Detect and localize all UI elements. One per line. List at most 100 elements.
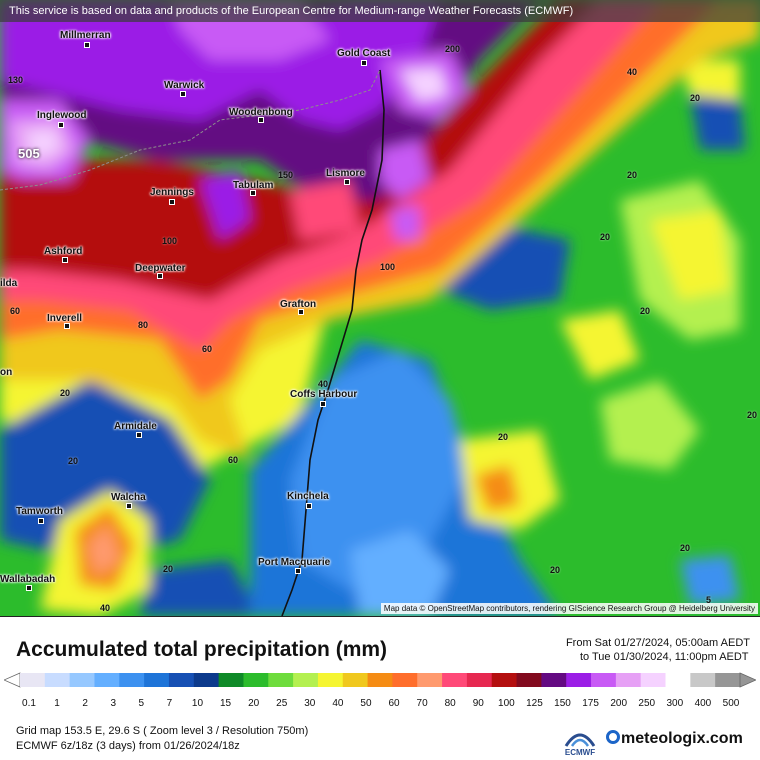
city-marker [169, 199, 175, 205]
city-label: Tabulam [233, 180, 274, 191]
legend-swatch [615, 673, 642, 687]
city-marker [64, 323, 70, 329]
legend-swatch [466, 673, 493, 687]
legend-label: 15 [219, 698, 232, 709]
city-marker [136, 432, 142, 438]
contour-label: 60 [202, 344, 213, 354]
city-label: ilda [0, 278, 18, 289]
city-label: Warwick [164, 80, 205, 91]
legend-swatch [392, 673, 418, 687]
city-label: Inglewood [37, 110, 87, 121]
grid-info-line1: Grid map 153.5 E, 29.6 S ( Zoom level 3 … [16, 725, 309, 737]
legend-label: 25 [276, 698, 288, 709]
legend-swatch [367, 673, 393, 687]
city-marker [26, 585, 32, 591]
city-label: Jennings [150, 187, 194, 198]
time-range-to: to Tue 01/30/2024, 11:00pm AEDT [579, 651, 749, 663]
contour-label: 100 [162, 236, 178, 246]
contour-label: 20 [163, 564, 174, 574]
legend-label: 40 [332, 698, 344, 709]
legend-swatch [442, 673, 468, 687]
city-label: Gold Coast [337, 48, 391, 59]
legend-swatch [144, 673, 170, 687]
meteologix-logo[interactable]: meteologix.com [606, 730, 743, 748]
legend-labels: 0.1 1 2 3 5 7 10 15 20 25 30 40 50 60 70 80 90 100 125 150 1… [0, 698, 760, 710]
legend-swatch [715, 673, 741, 687]
legend-swatch [417, 673, 443, 687]
city-marker [361, 60, 367, 66]
city-label: Woodenbong [229, 107, 293, 118]
legend-swatch [168, 673, 195, 687]
contour-label: 80 [138, 320, 149, 330]
legend-label: 70 [416, 698, 428, 709]
city-marker [295, 568, 301, 574]
city-label: Port Macquarie [258, 557, 331, 568]
contour-label: 20 [627, 170, 638, 180]
legend-label: 100 [498, 698, 515, 709]
city-marker [258, 117, 264, 123]
chart-title: Accumulated total precipitation (mm) [16, 638, 388, 661]
legend-swatch [44, 673, 71, 687]
legend-label: 5 [138, 698, 145, 709]
city-marker [84, 42, 90, 48]
legend-label: 2 [82, 698, 88, 709]
contour-label: 20 [550, 565, 561, 575]
legend-label: 0.1 [22, 698, 36, 709]
legend-swatch [293, 673, 319, 687]
contour-label: 20 [690, 93, 701, 103]
city-marker [344, 179, 350, 185]
legend-label: 125 [526, 698, 543, 709]
legend-swatch [218, 673, 244, 687]
ecmwf-logo[interactable]: ECMWF [560, 728, 600, 760]
contour-label: 20 [60, 388, 71, 398]
contour-label: 60 [10, 306, 21, 316]
contour-label: 20 [498, 432, 509, 442]
city-label: Armidale [114, 421, 157, 432]
grid-info: Grid map 153.5 E, 29.6 S ( Zoom level 3 … [16, 724, 308, 754]
contour-label: 40 [100, 603, 111, 613]
contour-label: 5 [706, 595, 712, 605]
legend-label: 150 [554, 698, 571, 709]
contour-label: 20 [68, 456, 79, 466]
legend-swatch [268, 673, 294, 687]
city-marker [306, 503, 312, 509]
city-label: Grafton [280, 299, 317, 310]
city-marker [320, 401, 326, 407]
legend-swatch [342, 673, 369, 687]
contour-label: 130 [8, 75, 24, 85]
legend-label: 400 [694, 698, 712, 709]
city-marker [157, 273, 163, 279]
legend-swatch [317, 673, 344, 687]
contour-label: 20 [640, 306, 651, 316]
contour-label: 150 [278, 170, 294, 180]
city-marker [62, 257, 68, 263]
contour-label: 20 [747, 410, 758, 420]
legend-swatch [665, 673, 691, 687]
meteologix-icon [606, 730, 620, 744]
contour-label: 20 [680, 543, 691, 553]
ecmwf-logo-icon [564, 733, 596, 747]
legend-label: 1 [54, 698, 60, 709]
legend-swatch [640, 673, 667, 687]
legend-swatch [541, 673, 567, 687]
legend-swatch [20, 673, 46, 687]
precipitation-field [0, 0, 760, 616]
city-label: Ashford [44, 246, 83, 257]
legend-swatch [243, 673, 269, 687]
city-label: Inverell [47, 313, 83, 324]
city-marker [38, 518, 44, 524]
city-label: Wallabadah [0, 574, 56, 585]
city-label: Millmerran [60, 30, 111, 41]
legend-label: 500 [722, 698, 740, 709]
legend-label: 90 [472, 698, 484, 709]
legend-swatch [491, 673, 518, 687]
legend-label: 250 [638, 698, 656, 709]
map-attribution[interactable]: Map data © OpenStreetMap contributors, r… [380, 603, 758, 614]
legend-swatch [690, 673, 716, 687]
city-label: on [0, 367, 13, 378]
precipitation-map[interactable]: Millmerran Gold Coast Warwick Inglewood … [0, 0, 760, 617]
contour-label: 200 [445, 44, 461, 54]
legend-label: 60 [388, 698, 400, 709]
legend-arrow-left [4, 672, 21, 688]
state-border [0, 69, 381, 191]
